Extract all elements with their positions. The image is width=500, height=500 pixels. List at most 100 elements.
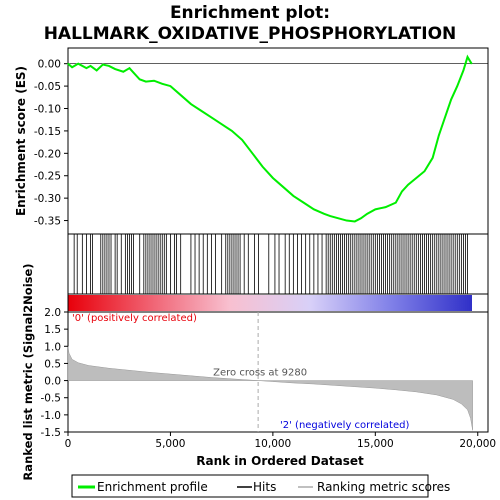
es-point: [423, 170, 426, 172]
metric-ytick-label: 1.0: [44, 341, 61, 353]
es-ytick-label: -0.20: [34, 148, 61, 160]
es-point: [180, 94, 182, 96]
es-point: [282, 186, 284, 188]
es-point: [241, 139, 243, 141]
x-axis-ticks: 0 5,000 10,000 15,000 20,000: [65, 432, 496, 450]
es-point: [161, 83, 163, 85]
metric-yticks: 2.0 1.5 1.0 0.5 0.0 -0.5 -1.0 -1.5: [41, 307, 68, 439]
x-tick-label: 10,000: [255, 438, 292, 450]
es-panel-frame: [67, 47, 489, 235]
es-point: [444, 116, 446, 119]
es-point: [190, 103, 192, 105]
es-ytick-label: -0.05: [34, 81, 61, 93]
es-point: [89, 65, 92, 67]
es-point: [122, 71, 124, 73]
es-point: [262, 166, 264, 168]
metric-ytick-label: -0.5: [41, 393, 62, 405]
es-point: [210, 116, 213, 119]
metric-panel: 2.0 1.5 1.0 0.5 0.0 -0.5 -1.0 -1.5 Zero cross a…: [21, 263, 489, 481]
es-point: [313, 208, 315, 210]
es-point: [221, 123, 223, 125]
es-point: [450, 98, 452, 101]
legend-box: [71, 474, 429, 498]
es-point: [471, 63, 473, 65]
es-ytick-label: -0.35: [34, 216, 61, 228]
x-tick-label: 0: [65, 438, 72, 450]
es-point: [139, 78, 141, 80]
chart-title: Enrichment plot:: [170, 3, 330, 23]
es-point: [384, 206, 387, 208]
es-point: [360, 217, 362, 219]
metric-ytick-label: 2.0: [44, 307, 61, 319]
es-point: [71, 66, 73, 68]
hit-marks: [73, 234, 468, 294]
es-point: [200, 110, 202, 112]
metric-ytick-label: 0.5: [44, 358, 61, 370]
ranking-metric-area: [67, 346, 473, 431]
es-point: [292, 195, 294, 197]
es-point: [395, 202, 397, 204]
legend-label-metric: Ranking metric scores: [317, 480, 450, 494]
es-panel: 0.00-0.05-0.10-0.15-0.20-0.25-0.30-0.35 …: [14, 47, 489, 235]
legend-label-enrichment: Enrichment profile: [97, 480, 208, 494]
es-point: [85, 67, 88, 69]
legend: Enrichment profile Hits Ranking metric s…: [71, 474, 450, 498]
es-point: [145, 81, 147, 83]
metric-ytick-label: 0.0: [44, 376, 61, 388]
es-y-axis-label: Enrichment score (ES): [14, 66, 28, 216]
zero-cross-label: Zero cross at 9280: [213, 368, 307, 379]
chart-subtitle: HALLMARK_OXIDATIVE_PHOSPHORYLATION: [44, 24, 457, 44]
es-point: [303, 202, 305, 204]
x-axis-label: Rank in Ordered Dataset: [196, 454, 364, 468]
es-point: [128, 67, 131, 69]
x-tick-label: 5,000: [155, 438, 185, 450]
es-point: [102, 63, 104, 66]
rank-colorbar: [68, 295, 472, 311]
x-tick-label: 20,000: [459, 438, 496, 450]
metric-ytick-label: 1.5: [44, 324, 61, 336]
es-ytick-label: -0.25: [34, 171, 61, 183]
es-point: [415, 177, 417, 179]
es-point: [323, 213, 325, 215]
es-ytick-label: -0.30: [34, 193, 61, 205]
es-ytick-label: -0.10: [34, 104, 61, 116]
es-point: [366, 213, 368, 215]
legend-label-hits: Hits: [253, 480, 276, 494]
es-points: [67, 56, 473, 223]
es-point: [401, 190, 403, 193]
hits-panel: [67, 233, 489, 295]
positive-correlation-label: '0' (positively correlated): [72, 313, 197, 324]
es-point: [153, 80, 155, 82]
es-point: [114, 68, 116, 70]
es-yticks: 0.00 -0.05 -0.10 -0.15 -0.20 -0.25 -0.30 -0.35: [34, 59, 68, 228]
hits-panel-frame: [67, 233, 489, 295]
es-point: [374, 208, 376, 210]
es-point: [96, 69, 98, 72]
es-point: [272, 177, 274, 179]
es-point: [329, 215, 331, 217]
es-point: [407, 184, 409, 186]
es-point: [466, 56, 469, 58]
es-point: [432, 157, 434, 159]
metric-ytick-label: -1.5: [41, 427, 62, 439]
es-point: [337, 217, 340, 219]
x-tick-label: 15,000: [357, 438, 394, 450]
es-ytick-label: 0.00: [38, 59, 61, 71]
metric-y-axis-label: Ranked list metric (Signal2Noise): [21, 263, 35, 480]
es-point: [462, 69, 465, 72]
negative-correlation-label: '2' (negatively correlated): [280, 420, 409, 431]
es-point: [132, 72, 135, 74]
es-point: [67, 63, 69, 65]
es-point: [251, 152, 253, 154]
metric-ytick-label: -1.0: [41, 410, 62, 422]
es-point: [77, 63, 79, 65]
es-point: [456, 85, 458, 87]
es-ytick-label: -0.15: [34, 126, 61, 138]
es-point: [438, 134, 440, 136]
es-point: [231, 130, 233, 132]
es-point: [346, 219, 348, 222]
es-point: [108, 65, 110, 67]
es-point: [354, 220, 356, 223]
es-point: [169, 85, 172, 87]
